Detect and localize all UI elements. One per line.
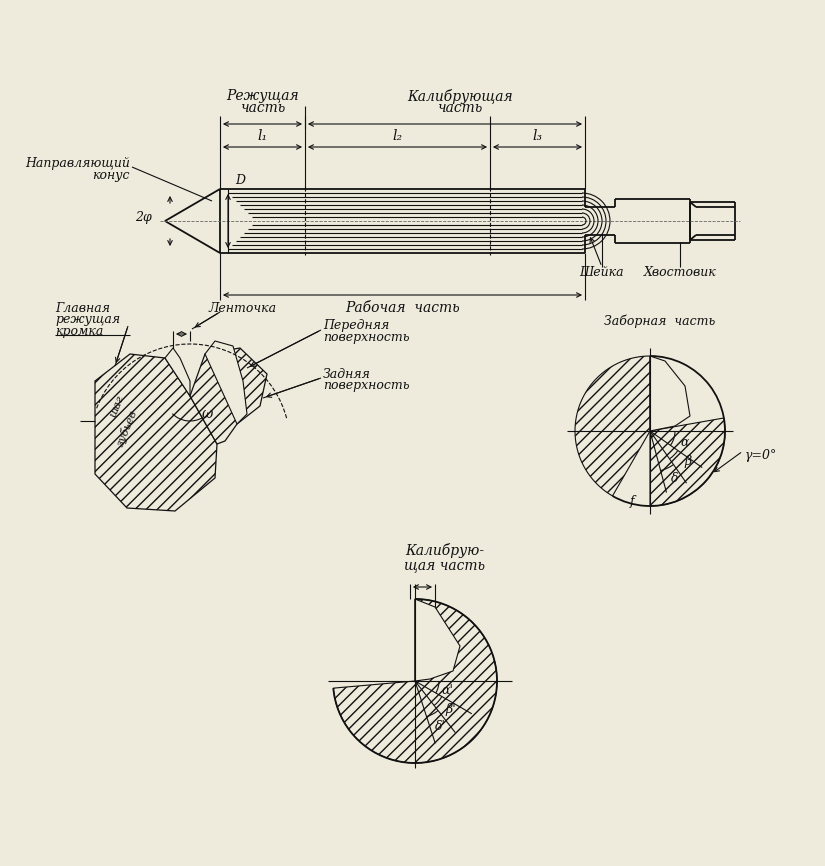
Text: часть: часть (240, 101, 285, 115)
Text: l₂: l₂ (393, 129, 403, 143)
Text: кромка: кромка (55, 326, 103, 339)
Text: часть: часть (437, 101, 483, 115)
Text: Рабочая  часть: Рабочая часть (345, 301, 460, 315)
Text: зубьев: зубьев (115, 408, 139, 448)
Text: l₁: l₁ (257, 129, 267, 143)
Text: Ленточка: Ленточка (209, 301, 277, 314)
Text: Хвостовик: Хвостовик (644, 266, 716, 279)
Text: δ: δ (672, 473, 679, 486)
Polygon shape (95, 354, 217, 511)
Text: β': β' (446, 702, 456, 715)
Text: δ': δ' (435, 721, 446, 734)
Text: режущая: режущая (55, 313, 120, 326)
Text: α: α (681, 436, 689, 449)
Text: конус: конус (92, 169, 130, 182)
Text: l₃: l₃ (532, 129, 543, 143)
Polygon shape (415, 599, 460, 681)
Text: Режущая: Режущая (226, 89, 299, 103)
Text: 2φ: 2φ (134, 211, 151, 224)
Text: шаг: шаг (108, 393, 126, 418)
Text: ω: ω (201, 407, 213, 421)
Polygon shape (575, 356, 650, 496)
Text: Калибрую-: Калибрую- (405, 544, 484, 559)
Text: Передняя: Передняя (323, 320, 389, 333)
Polygon shape (650, 356, 690, 431)
Text: f: f (629, 494, 634, 507)
Text: β: β (685, 455, 691, 468)
Text: α': α' (441, 684, 453, 697)
Polygon shape (650, 418, 725, 506)
Polygon shape (333, 599, 497, 763)
Text: Главная: Главная (55, 301, 110, 314)
Text: Задняя: Задняя (323, 367, 371, 380)
Text: Направляющий: Направляющий (25, 157, 130, 170)
Text: Калибрующая: Калибрующая (407, 88, 513, 104)
Text: γ=0°: γ=0° (745, 449, 777, 462)
Text: поверхность: поверхность (323, 332, 409, 345)
Polygon shape (165, 348, 190, 396)
Text: поверхность: поверхность (323, 379, 409, 392)
Polygon shape (205, 341, 247, 424)
Text: Заборная  часть: Заборная часть (605, 314, 715, 327)
Text: Шейка: Шейка (580, 266, 625, 279)
Text: D: D (235, 175, 245, 188)
Text: щая часть: щая часть (404, 558, 485, 572)
Polygon shape (190, 348, 267, 444)
